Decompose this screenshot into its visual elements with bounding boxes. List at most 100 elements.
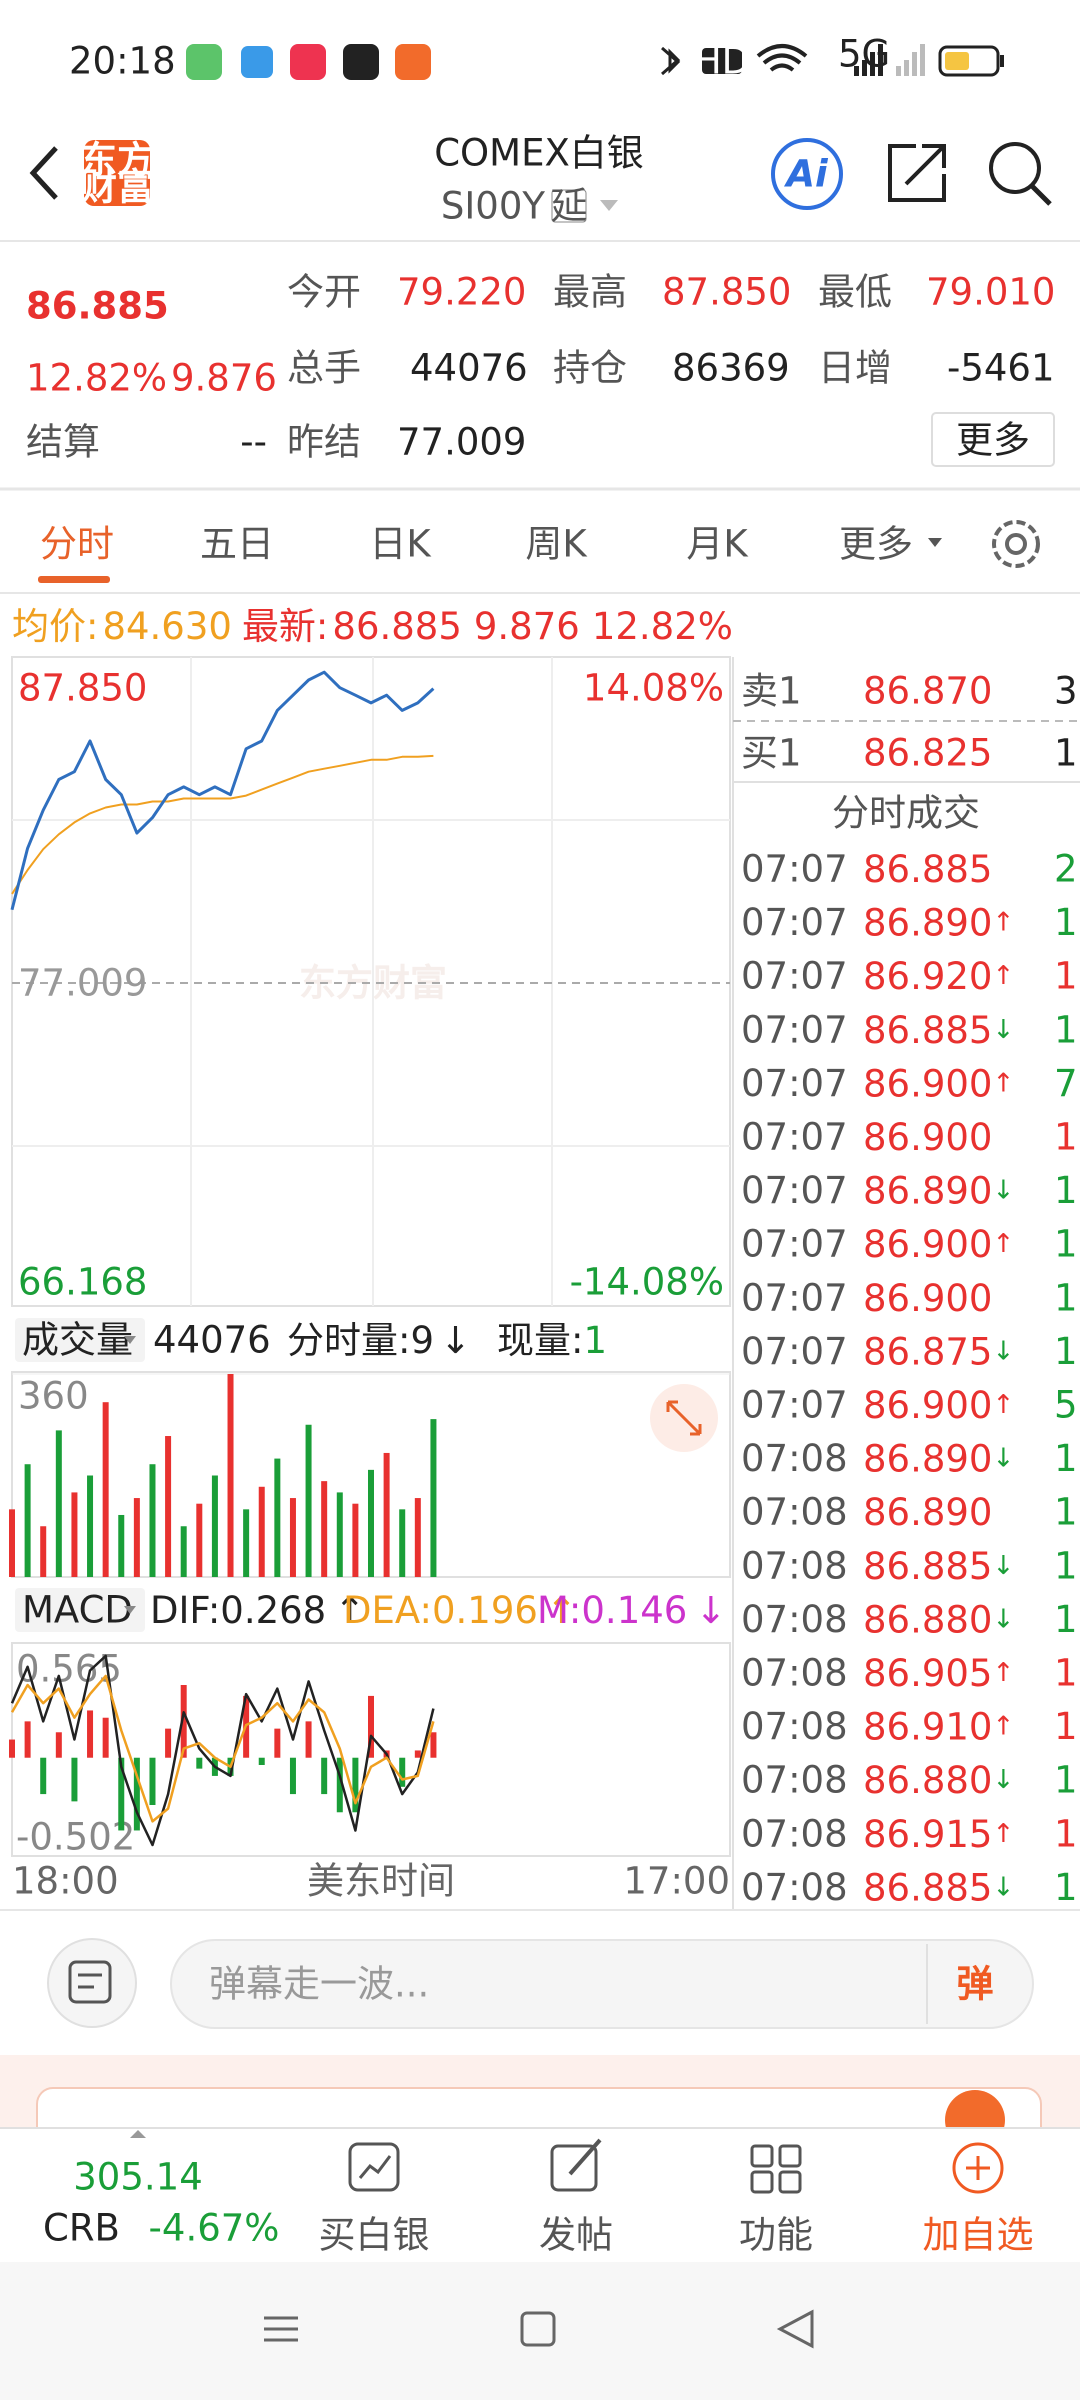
trade-price-value: 86.885 bbox=[863, 848, 992, 891]
field-value: 79.010 bbox=[926, 271, 1055, 314]
trade-price-value: 86.890 bbox=[863, 1169, 992, 1212]
back-button[interactable] bbox=[29, 146, 58, 200]
nav-item[interactable]: 买白银 bbox=[319, 2214, 430, 2257]
volume-bar bbox=[227, 1374, 234, 1577]
delay-badge bbox=[551, 189, 587, 223]
volume-selector[interactable] bbox=[15, 1318, 145, 1362]
macd-bar bbox=[258, 1757, 265, 1765]
book-volume: 3 bbox=[1054, 670, 1078, 713]
legend-arrow: ↓ bbox=[695, 1589, 726, 1632]
book-price: 86.870 bbox=[863, 670, 992, 713]
volume-bar bbox=[289, 1498, 296, 1577]
trade-price: 86.915↑ bbox=[863, 1812, 1014, 1855]
trade-volume: 5 bbox=[1054, 1384, 1078, 1427]
back-nav-button[interactable] bbox=[776, 2309, 814, 2349]
danmaku-button[interactable]: 弹 bbox=[957, 1963, 994, 2006]
volume-bar bbox=[430, 1419, 437, 1577]
search-button[interactable] bbox=[989, 142, 1052, 206]
trade-volume: 1 bbox=[1054, 1169, 1078, 1212]
trade-time: 07:08 bbox=[741, 1705, 848, 1748]
tab-indicator bbox=[38, 576, 110, 583]
trade-time: 07:08 bbox=[741, 1598, 848, 1641]
tab[interactable]: 日K bbox=[369, 523, 432, 566]
macd-chart: -0.502 0.565 bbox=[9, 1648, 437, 1859]
trade-price: 86.890↓ bbox=[863, 1169, 1014, 1212]
trade-arrow: ↓ bbox=[992, 1765, 1014, 1795]
price-chart: 66.168 77.009 87.850 -14.08% 14.08% bbox=[10, 667, 730, 1304]
tab[interactable]: 分时 bbox=[40, 523, 114, 566]
info-line: 均价: 84.630 最新: 86.885 9.876 12.82% bbox=[12, 605, 733, 648]
comment-placeholder: 弹幕走一波... bbox=[209, 1963, 429, 2006]
dropdown-icon[interactable] bbox=[600, 200, 618, 211]
index-value[interactable]: 305.14 bbox=[73, 2156, 202, 2199]
macd-bar bbox=[165, 1728, 172, 1758]
trade-volume: 2 bbox=[1054, 848, 1078, 891]
trade-price-value: 86.885 bbox=[863, 1008, 992, 1051]
field-label: 最高 bbox=[553, 271, 627, 314]
add-watch-icon[interactable] bbox=[952, 2142, 1004, 2194]
menu-button[interactable] bbox=[264, 2316, 298, 2342]
trade-price-value: 86.875 bbox=[863, 1330, 992, 1373]
field-label: 总手 bbox=[287, 347, 361, 390]
hd-text: HD bbox=[694, 40, 750, 83]
danmaku-toggle[interactable] bbox=[47, 1938, 137, 2028]
macd-bar bbox=[414, 1750, 421, 1758]
more-button[interactable] bbox=[931, 412, 1055, 467]
tab[interactable]: 更多 bbox=[839, 523, 913, 566]
macd-selector[interactable] bbox=[15, 1588, 145, 1632]
trade-price-value: 86.900 bbox=[863, 1062, 992, 1105]
tab[interactable]: 周K bbox=[525, 523, 588, 566]
expand-button[interactable] bbox=[650, 1384, 718, 1452]
trade-time: 07:07 bbox=[741, 901, 848, 944]
macd-bar bbox=[133, 1757, 140, 1831]
comment-input[interactable] bbox=[170, 1939, 1034, 2029]
series-line bbox=[10, 670, 435, 911]
volume-bar bbox=[9, 1509, 15, 1577]
trade-volume: 1 bbox=[1054, 1652, 1078, 1695]
dropdown-icon bbox=[124, 1606, 136, 1614]
volume-total: 44076 bbox=[153, 1319, 271, 1362]
settings-button[interactable] bbox=[992, 520, 1040, 568]
trade-volume: 1 bbox=[1054, 1812, 1078, 1855]
macd-bar bbox=[102, 1717, 109, 1758]
trade-time: 07:08 bbox=[741, 1437, 848, 1480]
macd-line bbox=[10, 1674, 435, 1823]
y-tick-label: 0.565 bbox=[16, 1648, 122, 1691]
buy-icon[interactable] bbox=[348, 2142, 400, 2192]
legend-arrow: ↑ bbox=[546, 1589, 577, 1632]
macd-bar bbox=[40, 1757, 47, 1795]
y-tick-label: 66.168 bbox=[18, 1261, 147, 1304]
post-icon[interactable] bbox=[550, 2138, 602, 2192]
last-change: 9.876 bbox=[474, 605, 580, 648]
legend-value: 0.268 bbox=[220, 1589, 326, 1632]
last-pct: 12.82% bbox=[592, 605, 733, 648]
trade-price-value: 86.890 bbox=[863, 1491, 992, 1534]
trade-price: 86.885↓ bbox=[863, 1866, 1014, 1909]
logo-text: 财富 bbox=[80, 166, 154, 209]
field-value: -5461 bbox=[947, 347, 1055, 390]
nav-item[interactable]: 功能 bbox=[739, 2214, 813, 2257]
nav-item[interactable]: 加自选 bbox=[923, 2214, 1034, 2257]
macd-bar bbox=[149, 1757, 156, 1805]
macd-bar bbox=[305, 1721, 312, 1758]
ai-button[interactable] bbox=[771, 138, 843, 210]
field-value: 79.220 bbox=[397, 271, 526, 314]
tab[interactable]: 五日 bbox=[200, 523, 274, 566]
legend-value: 0.196 bbox=[432, 1589, 538, 1632]
volume-bar bbox=[258, 1486, 265, 1577]
volume-bar bbox=[336, 1492, 343, 1577]
volume-bar bbox=[102, 1402, 109, 1577]
field-value: 44076 bbox=[410, 347, 528, 390]
macd-bar bbox=[289, 1757, 296, 1795]
y-tick-label: -0.502 bbox=[16, 1816, 135, 1859]
nav-item[interactable]: 发帖 bbox=[539, 2214, 613, 2257]
volume-bar bbox=[383, 1452, 390, 1577]
share-button[interactable] bbox=[888, 144, 946, 202]
logo-text: 东方 bbox=[80, 139, 154, 182]
macd-bar bbox=[352, 1757, 359, 1813]
trade-time: 07:07 bbox=[741, 955, 848, 998]
home-button[interactable] bbox=[520, 2311, 556, 2347]
tab[interactable]: 月K bbox=[686, 523, 749, 566]
functions-icon[interactable] bbox=[750, 2144, 802, 2194]
trade-time: 07:08 bbox=[741, 1652, 848, 1695]
